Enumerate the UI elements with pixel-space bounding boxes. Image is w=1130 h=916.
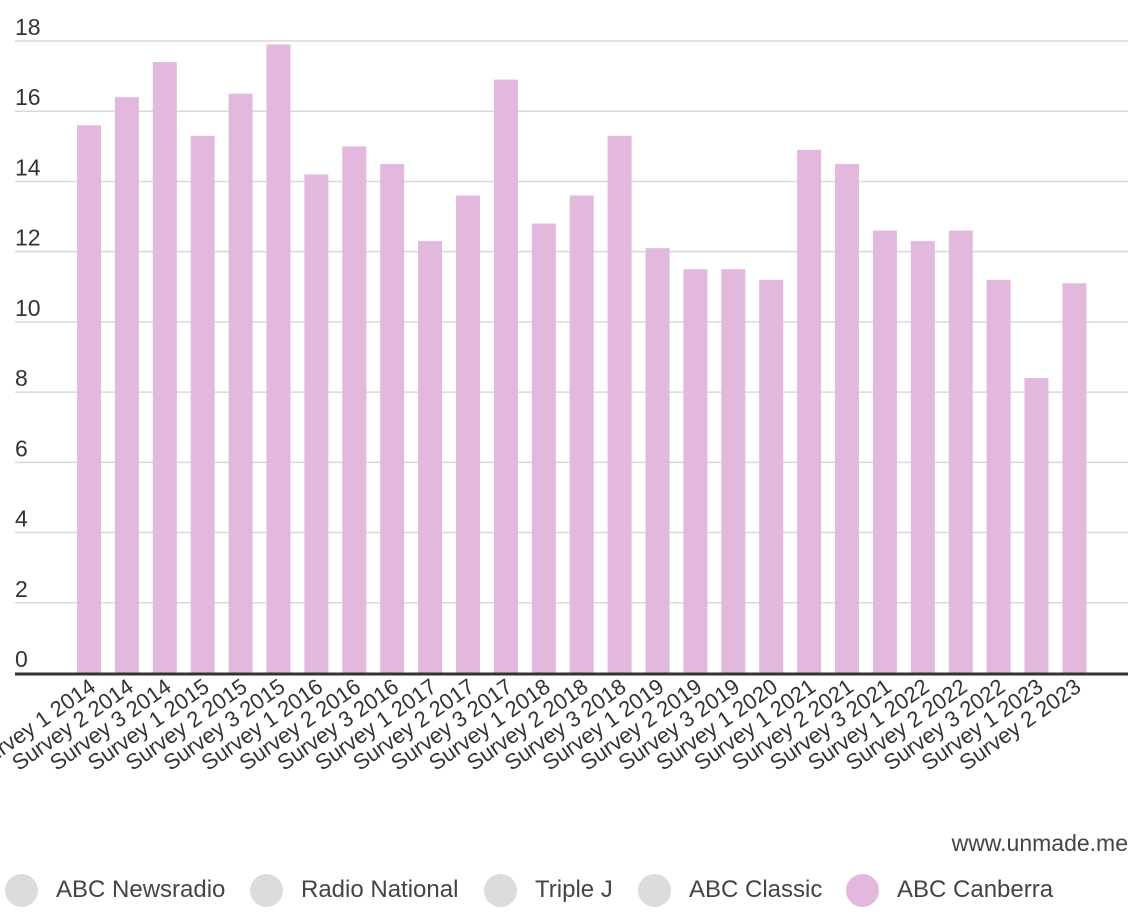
legend-label: Triple J [535,876,613,903]
legend-label: ABC Classic [689,876,823,903]
bar[interactable] [190,135,215,674]
legend-swatch-icon [250,873,283,907]
bar[interactable] [721,269,746,673]
bar[interactable] [607,135,632,674]
legend-item[interactable]: Radio National [250,870,458,910]
y-tick-label: 4 [15,506,28,532]
bar[interactable] [493,79,518,674]
y-tick-label: 0 [15,646,28,672]
bar[interactable] [152,62,177,674]
legend-swatch-icon [638,873,671,907]
legend-label: ABC Newsradio [56,876,226,903]
legend-swatch-icon [5,873,38,907]
bar[interactable] [1024,378,1049,673]
legend-label: Radio National [301,876,459,903]
legend-item[interactable]: Triple J [484,870,613,910]
bar[interactable] [228,93,253,673]
bar[interactable] [531,223,556,674]
legend-item[interactable]: ABC Classic [638,870,822,910]
bar[interactable] [910,241,935,673]
y-tick-label: 16 [15,84,41,110]
credit-text: www.unmade.me [951,830,1128,856]
bar[interactable] [77,125,101,674]
legend-item[interactable]: ABC Canberra [846,870,1053,910]
bar[interactable] [797,149,822,673]
bar[interactable] [304,174,329,673]
bar[interactable] [114,97,139,673]
bar[interactable] [948,230,973,673]
bar[interactable] [645,248,670,673]
bar[interactable] [1062,283,1087,673]
bar[interactable] [456,195,480,673]
y-tick-label: 2 [15,576,28,602]
bar[interactable] [342,146,367,674]
y-tick-label: 14 [15,154,41,180]
bar[interactable] [683,269,708,673]
bar[interactable] [418,241,443,673]
y-tick-label: 12 [15,225,41,251]
y-axis-ticks: 0 2 4 6 8 10 12 14 16 18 [15,14,41,672]
bars [77,44,1087,674]
y-tick-label: 8 [15,365,28,391]
bar[interactable] [872,230,897,673]
legend-item[interactable]: ABC Newsradio [5,870,225,910]
legend-swatch-icon [846,873,879,907]
y-tick-label: 18 [15,14,41,40]
bar[interactable] [380,163,405,673]
y-tick-label: 6 [15,435,28,461]
y-tick-label: 10 [15,295,41,321]
bar[interactable] [986,279,1011,673]
bar[interactable] [266,44,291,674]
legend-swatch-icon [484,873,517,907]
bar[interactable] [569,195,594,673]
legend-label: ABC Canberra [897,876,1054,903]
bar[interactable] [835,163,859,673]
bar[interactable] [759,279,784,673]
legend: ABC Newsradio Radio National Triple J ABC C… [0,870,1130,910]
